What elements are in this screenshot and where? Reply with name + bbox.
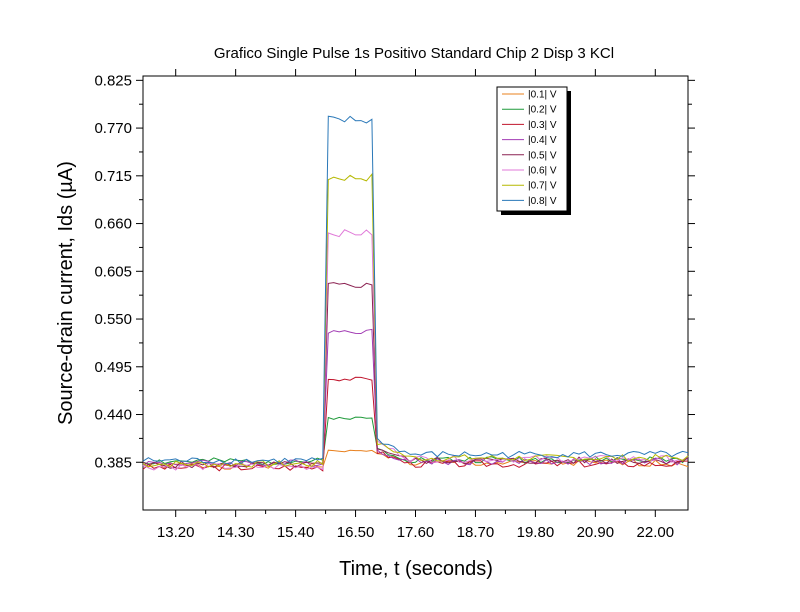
x-tick-label: 18.70 — [457, 524, 495, 541]
x-tick-label: 13.20 — [157, 524, 195, 541]
legend-label: |0.1| V — [528, 90, 557, 101]
series-line — [142, 172, 689, 468]
series-line — [142, 328, 689, 468]
x-tick-label: 17.60 — [397, 524, 435, 541]
x-tick-label: 20.90 — [577, 524, 615, 541]
chart-title: Grafico Single Pulse 1s Positivo Standar… — [214, 45, 614, 62]
y-tick-label: 0.825 — [94, 72, 132, 89]
x-tick-label: 22.00 — [637, 524, 675, 541]
legend-label: |0.7| V — [528, 181, 557, 192]
series-line — [142, 229, 689, 471]
y-tick-label: 0.440 — [94, 407, 132, 424]
legend-label: |0.4| V — [528, 135, 557, 146]
x-tick-label: 19.80 — [517, 524, 555, 541]
series-layer — [142, 115, 689, 472]
axis-layer: 13.20 14.30 15.40 16.50 17.60 18.70 19.80 20.90… — [94, 69, 695, 541]
x-tick-label: 14.30 — [217, 524, 255, 541]
series-line — [142, 416, 689, 466]
legend-label: |0.2| V — [528, 105, 557, 116]
y-tick-label: 0.495 — [94, 359, 132, 376]
series-line — [142, 115, 689, 465]
y-tick-label: 0.550 — [94, 311, 132, 328]
y-tick-label: 0.770 — [94, 120, 132, 137]
y-tick-label: 0.385 — [94, 454, 132, 471]
legend-label: |0.6| V — [528, 166, 557, 177]
y-tick-label: 0.715 — [94, 168, 132, 185]
x-tick-label: 16.50 — [337, 524, 375, 541]
legend-label: |0.5| V — [528, 150, 557, 161]
plot-frame — [142, 75, 689, 511]
x-axis-label: Time, t (seconds) — [339, 558, 493, 580]
legend-label: |0.3| V — [528, 120, 557, 131]
y-tick-label: 0.660 — [94, 216, 132, 233]
legend-items: |0.1| V |0.2| V |0.3| V |0.4| V |0.5| V |0.6|… — [502, 90, 557, 207]
series-line — [142, 449, 689, 470]
legend-box — [496, 86, 568, 212]
y-axis-label: Source-drain current, Ids (µA) — [55, 161, 77, 425]
legend-label: |0.8| V — [528, 196, 557, 207]
legend: |0.1| V |0.2| V |0.3| V |0.4| V |0.5| V |0.6|… — [496, 86, 571, 215]
x-tick-label: 15.40 — [277, 524, 315, 541]
y-tick-label: 0.605 — [94, 263, 132, 280]
series-line — [142, 282, 689, 469]
